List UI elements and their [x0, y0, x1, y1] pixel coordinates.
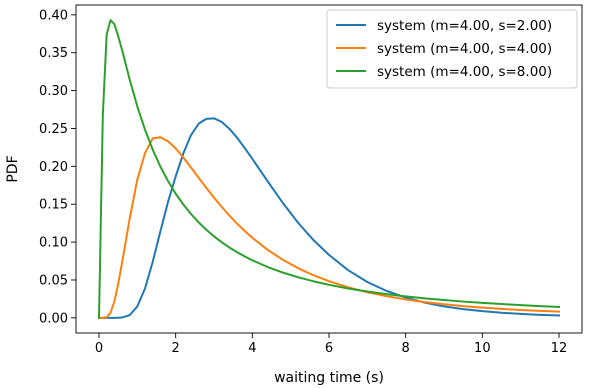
series-line-3 — [97, 19, 561, 319]
x-tick-label: 2 — [172, 341, 180, 356]
legend-label-1: system (m=4.00, s=2.00) — [377, 18, 552, 34]
x-axis-label: waiting time (s) — [274, 370, 384, 386]
ticks-layer: 0 2 4 6 8 10 12 0.00 0.05 0.10 0.15 0.20 0.25 0.30 0.3… — [39, 8, 567, 356]
x-tick-label: 6 — [325, 341, 333, 356]
legend: system (m=4.00, s=2.00) system (m=4.00, s… — [326, 9, 578, 89]
y-tick-label: 0.05 — [39, 273, 68, 288]
x-tick-label: 4 — [248, 341, 256, 356]
y-tick-label: 0.40 — [39, 8, 68, 23]
y-tick-label: 0.15 — [39, 198, 68, 213]
y-tick-label: 0.10 — [39, 236, 68, 251]
legend-box — [326, 9, 578, 89]
x-tick-label: 0 — [95, 341, 103, 356]
y-tick-label: 0.20 — [39, 160, 68, 175]
series-line-1 — [98, 117, 561, 319]
y-tick-label: 0.35 — [39, 46, 68, 61]
legend-label-3: system (m=4.00, s=8.00) — [377, 64, 552, 80]
series-line-2 — [98, 136, 561, 319]
series-layer — [97, 19, 561, 319]
y-tick-label: 0.25 — [39, 122, 68, 137]
y-axis-label: PDF — [5, 155, 21, 182]
legend-label-2: system (m=4.00, s=4.00) — [377, 41, 552, 57]
y-tick-label: 0.30 — [39, 84, 68, 99]
x-tick-label: 12 — [551, 341, 568, 356]
y-tick-label: 0.00 — [39, 311, 68, 326]
x-tick-label: 8 — [402, 341, 410, 356]
x-tick-label: 10 — [474, 341, 491, 356]
